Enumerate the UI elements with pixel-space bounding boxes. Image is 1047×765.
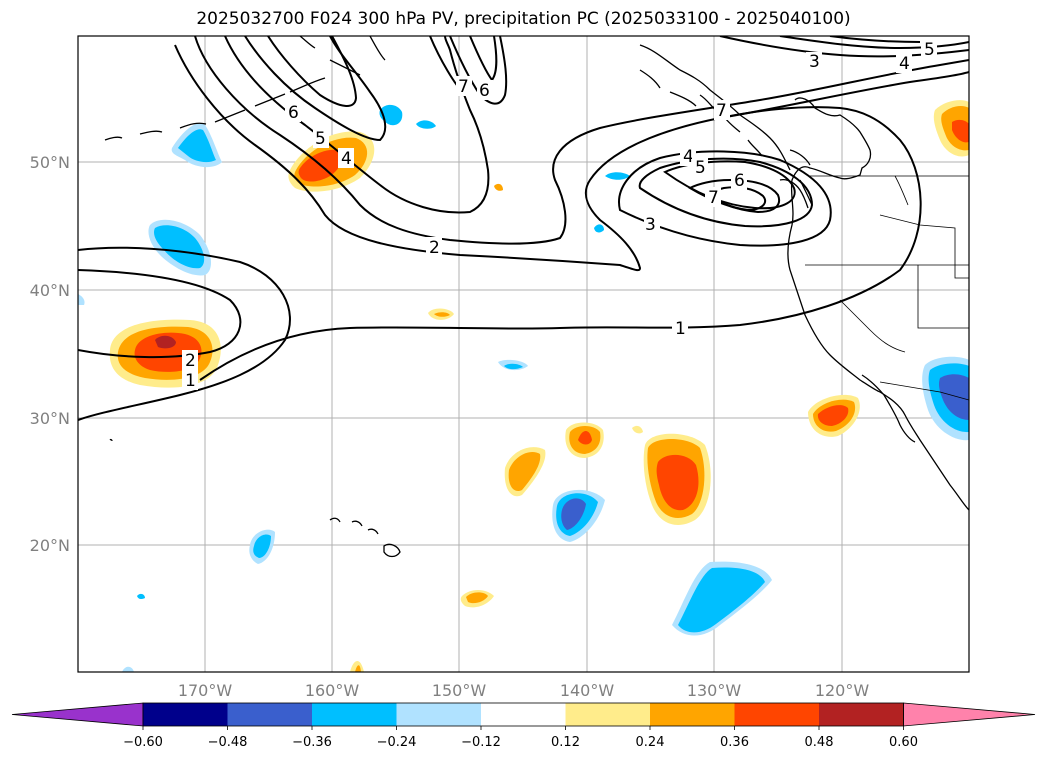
- colorbar-segment: [734, 703, 820, 726]
- contour-label: 5: [315, 129, 326, 149]
- colorbar-segment: [143, 703, 228, 726]
- contour-label: 2: [429, 238, 440, 258]
- lon-label: 140°W: [560, 681, 615, 700]
- borders: [805, 175, 969, 401]
- lon-labels: 170°W 160°W 150°W 140°W 130°W 120°W: [178, 681, 870, 700]
- lon-label: 120°W: [815, 681, 870, 700]
- contour-label: 5: [695, 158, 706, 178]
- precip-shading: [78, 100, 969, 672]
- colorbar-extend-min: [11, 702, 144, 727]
- colorbar-segment: [396, 703, 482, 726]
- lat-label: 40°N: [30, 281, 70, 300]
- colorbar-tick-label: 0.24: [636, 735, 665, 750]
- colorbar-tick-label: 0.60: [889, 735, 918, 750]
- colorbar-segment: [312, 703, 397, 726]
- colorbar-extend-max: [903, 702, 1036, 727]
- lat-labels: 50°N 40°N 30°N 20°N: [30, 153, 70, 555]
- colorbar-tick-label: 0.12: [551, 735, 580, 750]
- contour-label: 7: [708, 188, 719, 208]
- colorbar-tick-label: −0.24: [377, 735, 417, 750]
- contour-label: 6: [734, 171, 745, 191]
- contour-label: 6: [479, 81, 490, 101]
- colorbar-tick-label: −0.12: [461, 735, 501, 750]
- map-frame: [77, 35, 970, 673]
- map-title: 2025032700 F024 300 hPa PV, precipitatio…: [196, 9, 851, 29]
- contour-label: 4: [341, 149, 352, 169]
- colorbar-tick-label: −0.48: [208, 735, 248, 750]
- lon-label: 150°W: [432, 681, 487, 700]
- contour-label: 5: [924, 40, 935, 60]
- contour-label: 1: [675, 319, 686, 339]
- contour-label: 6: [288, 103, 299, 123]
- lon-label: 130°W: [687, 681, 742, 700]
- colorbar-segment: [565, 703, 651, 726]
- contour-label: 7: [458, 77, 469, 97]
- contour-label: 1: [185, 371, 196, 391]
- colorbar: −0.60 −0.48 −0.36 −0.24 −0.12 0.12 0.24 0.36 0.4…: [11, 702, 1036, 750]
- contour-label: 4: [683, 147, 694, 167]
- colorbar-tick-label: 0.36: [720, 735, 749, 750]
- colorbar-tick-label: −0.60: [123, 735, 163, 750]
- contour-label: 3: [645, 215, 656, 235]
- colorbar-segment: [481, 703, 566, 726]
- lat-label: 20°N: [30, 536, 70, 555]
- lat-label: 30°N: [30, 409, 70, 428]
- lat-label: 50°N: [30, 153, 70, 172]
- colorbar-outline: [142, 702, 904, 727]
- contour-label: 3: [809, 52, 820, 72]
- contour-label: 4: [899, 54, 910, 74]
- colorbar-segment: [650, 703, 735, 726]
- colorbar-segment: [227, 703, 313, 726]
- contour-labels: 1 1 2 2 3 3 4 4 4 5 5 5 6 6: [182, 39, 937, 391]
- lon-label: 160°W: [305, 681, 360, 700]
- lon-label: 170°W: [178, 681, 233, 700]
- colorbar-tick-label: 0.48: [805, 735, 834, 750]
- colorbar-segment: [819, 703, 904, 726]
- contour-label: 2: [185, 351, 196, 371]
- coastlines: [104, 36, 969, 558]
- contour-label: 7: [716, 101, 727, 121]
- map-area: 1 1 2 2 3 3 4 4 4 5 5 5 6 6: [78, 36, 969, 672]
- colorbar-tick-label: −0.36: [292, 735, 332, 750]
